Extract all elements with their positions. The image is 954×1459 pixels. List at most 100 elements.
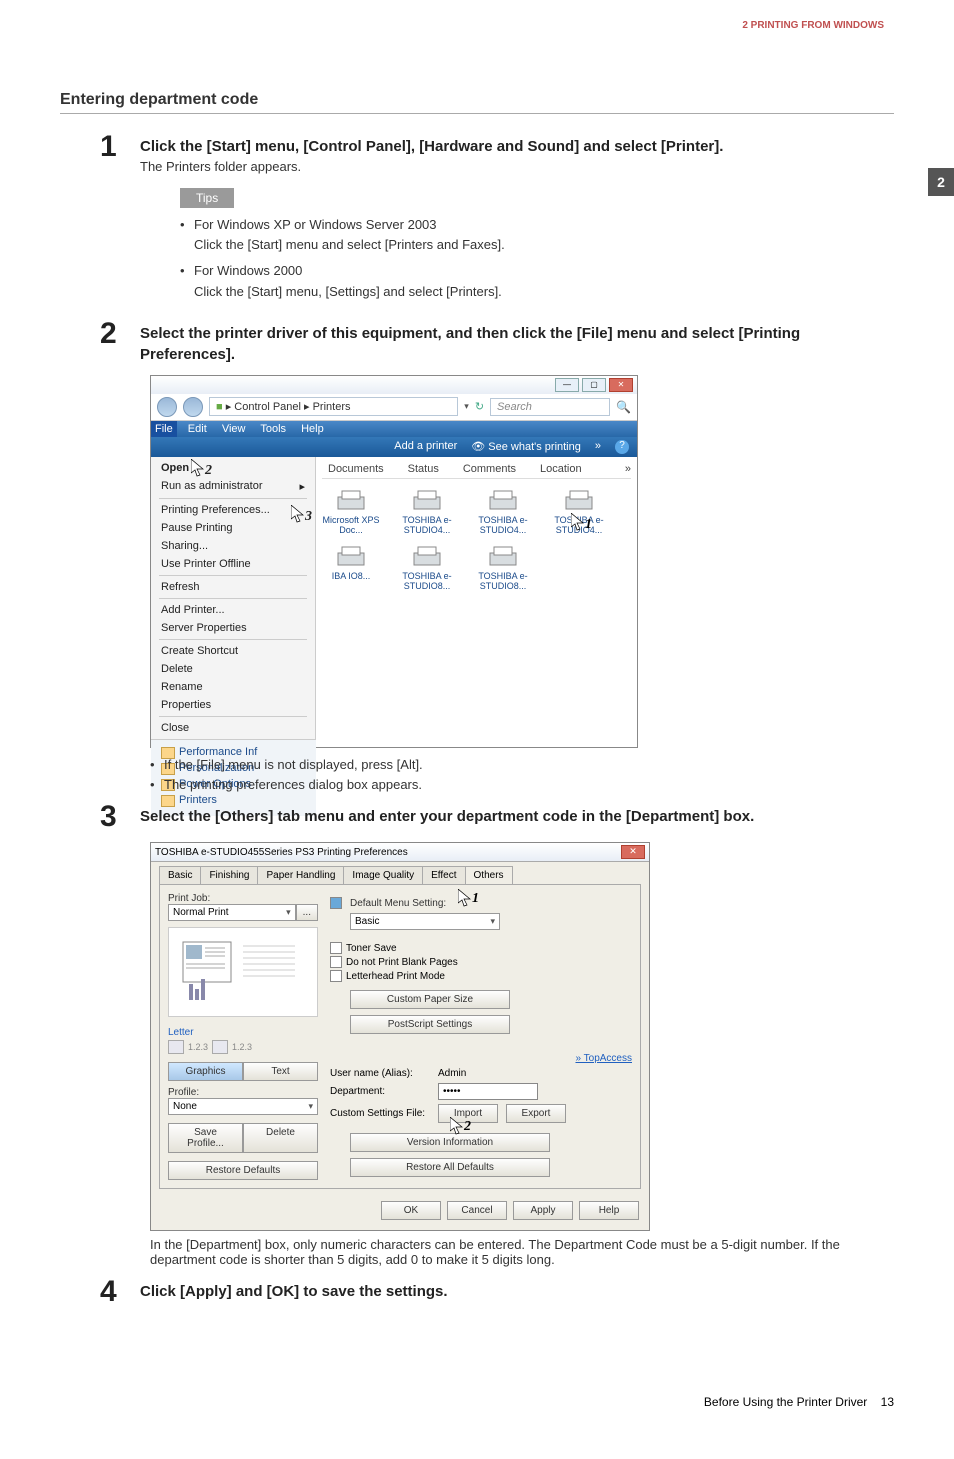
- footer-pagenum: 13: [881, 1395, 894, 1409]
- graphics-button[interactable]: Graphics: [168, 1062, 243, 1081]
- menu-view[interactable]: View: [222, 423, 246, 435]
- printer-item[interactable]: TOSHIBA e-STUDIO4...: [398, 487, 456, 535]
- tip2-sub: Click the [Start] menu, [Settings] and s…: [180, 283, 894, 301]
- apply-button[interactable]: Apply: [513, 1201, 573, 1220]
- step1-text: The Printers folder appears.: [140, 159, 894, 174]
- step3-num: 3: [100, 802, 130, 832]
- printer-item[interactable]: IBA IO8...: [322, 543, 380, 591]
- ctx-addprinter[interactable]: Add Printer...: [151, 601, 315, 619]
- print-job-label: Print Job:: [168, 893, 318, 904]
- printer-item[interactable]: TOSHIBA e-STUDIO8...: [474, 543, 532, 591]
- maximize-button[interactable]: ▢: [582, 378, 606, 392]
- print-job-combo[interactable]: Normal Print: [168, 904, 296, 921]
- ctx-props[interactable]: Properties: [151, 696, 315, 714]
- tab-image[interactable]: Image Quality: [343, 866, 423, 884]
- ctx-open[interactable]: Open: [151, 459, 315, 477]
- explorer-window: — ▢ ✕ ■ ▸ Control Panel ▸ Printers ▾ ↻ S…: [150, 375, 638, 748]
- tips-label: Tips: [180, 188, 234, 208]
- user-name-label: User name (Alias):: [330, 1068, 430, 1079]
- annot-3: 3: [305, 509, 312, 525]
- default-menu-label: Default Menu Setting:: [350, 898, 446, 909]
- ctx-offline[interactable]: Use Printer Offline: [151, 555, 315, 573]
- tip2: For Windows 2000: [180, 262, 894, 280]
- tab-finishing[interactable]: Finishing: [200, 866, 258, 884]
- toolbar: Organize ▾ Add a printer 👁 See what's pr…: [151, 437, 637, 457]
- forward-button[interactable]: [183, 397, 203, 417]
- print-job-more[interactable]: ...: [296, 904, 318, 921]
- folder-printers[interactable]: Printers: [159, 792, 308, 808]
- ctx-runas[interactable]: Run as administrator▸: [151, 477, 315, 496]
- annot-1: 1: [585, 517, 592, 533]
- add-printer-button[interactable]: Add a printer: [394, 440, 457, 454]
- dialog-close-button[interactable]: ✕: [621, 845, 645, 859]
- menu-help[interactable]: Help: [301, 423, 324, 435]
- profile-combo[interactable]: None: [168, 1098, 318, 1115]
- department-input[interactable]: •••••: [438, 1083, 538, 1100]
- letterhead-checkbox[interactable]: [330, 970, 342, 982]
- toner-save-checkbox[interactable]: [330, 942, 342, 954]
- department-label: Department:: [330, 1086, 430, 1097]
- printer-item[interactable]: TOSHIBA e-STUDIO8...: [398, 543, 456, 591]
- step2-heading: Select the printer driver of this equipm…: [140, 323, 894, 365]
- tab-others[interactable]: Others: [465, 866, 513, 884]
- delete-profile-button[interactable]: Delete: [243, 1123, 318, 1153]
- tab-effect[interactable]: Effect: [422, 866, 465, 884]
- col-location: Location: [540, 463, 582, 475]
- step4-num: 4: [100, 1277, 130, 1307]
- postscript-button[interactable]: PostScript Settings: [350, 1015, 510, 1034]
- back-button[interactable]: [157, 397, 177, 417]
- ctx-close[interactable]: Close: [151, 719, 315, 737]
- col-docs: Documents: [328, 463, 384, 475]
- dlg-annot-2: 2: [464, 1119, 471, 1135]
- custom-paper-button[interactable]: Custom Paper Size: [350, 990, 510, 1009]
- dlg-annot-1: 1: [472, 891, 479, 907]
- letterhead-label: Letterhead Print Mode: [346, 971, 445, 982]
- help-icon[interactable]: ?: [615, 440, 629, 454]
- save-profile-button[interactable]: Save Profile...: [168, 1123, 243, 1153]
- ctx-serverprops[interactable]: Server Properties: [151, 619, 315, 637]
- more-button[interactable]: »: [595, 440, 601, 454]
- ctx-rename[interactable]: Rename: [151, 678, 315, 696]
- ok-button[interactable]: OK: [381, 1201, 441, 1220]
- tab-paper[interactable]: Paper Handling: [257, 866, 344, 884]
- step4-heading: Click [Apply] and [OK] to save the setti…: [140, 1281, 894, 1302]
- col-comments: Comments: [463, 463, 516, 475]
- ctx-refresh[interactable]: Refresh: [151, 578, 315, 596]
- s2-bullet2: The printing preferences dialog box appe…: [150, 776, 894, 794]
- printer-view: Documents Status Comments Location » Mic…: [316, 457, 637, 747]
- menu-edit[interactable]: Edit: [188, 423, 207, 435]
- export-button[interactable]: Export: [506, 1104, 566, 1123]
- text-button[interactable]: Text: [243, 1062, 318, 1081]
- restore-all-button[interactable]: Restore All Defaults: [350, 1158, 550, 1177]
- profile-label: Profile:: [168, 1087, 318, 1098]
- menu-file[interactable]: File: [151, 421, 177, 437]
- close-button[interactable]: ✕: [609, 378, 633, 392]
- ctx-shortcut[interactable]: Create Shortcut: [151, 642, 315, 660]
- printer-item[interactable]: TOSHIBA e-STUDIO4...: [474, 487, 532, 535]
- printing-preferences-dialog: TOSHIBA e-STUDIO455Series PS3 Printing P…: [150, 842, 650, 1231]
- topaccess-link[interactable]: » TopAccess: [575, 1053, 632, 1064]
- cancel-button[interactable]: Cancel: [447, 1201, 507, 1220]
- printer-item[interactable]: Microsoft XPS Doc...: [322, 487, 380, 535]
- ctx-delete[interactable]: Delete: [151, 660, 315, 678]
- paper-letter: Letter: [168, 1027, 318, 1038]
- step3-note: In the [Department] box, only numeric ch…: [60, 1237, 894, 1267]
- help-button[interactable]: Help: [579, 1201, 639, 1220]
- page-header: 2 PRINTING FROM WINDOWS: [60, 20, 894, 71]
- s2-bullet1: If the [File] menu is not displayed, pre…: [150, 756, 894, 774]
- ctx-sharing[interactable]: Sharing...: [151, 537, 315, 555]
- tip1-sub: Click the [Start] menu and select [Print…: [180, 236, 894, 254]
- blank-pages-checkbox[interactable]: [330, 956, 342, 968]
- tips-list: For Windows XP or Windows Server 2003: [180, 216, 894, 234]
- default-menu-combo[interactable]: Basic: [350, 913, 500, 930]
- tips-list2: For Windows 2000: [180, 262, 894, 280]
- tab-basic[interactable]: Basic: [159, 866, 201, 884]
- search-input[interactable]: Search: [490, 398, 610, 416]
- menu-tools[interactable]: Tools: [260, 423, 286, 435]
- user-name-value: Admin: [438, 1068, 466, 1079]
- minimize-button[interactable]: —: [555, 378, 579, 392]
- breadcrumb[interactable]: ■ ▸ Control Panel ▸ Printers: [209, 397, 458, 416]
- see-printing-button[interactable]: 👁 See what's printing: [471, 440, 581, 454]
- restore-defaults-button[interactable]: Restore Defaults: [168, 1161, 318, 1180]
- step1-heading: Click the [Start] menu, [Control Panel],…: [140, 136, 894, 157]
